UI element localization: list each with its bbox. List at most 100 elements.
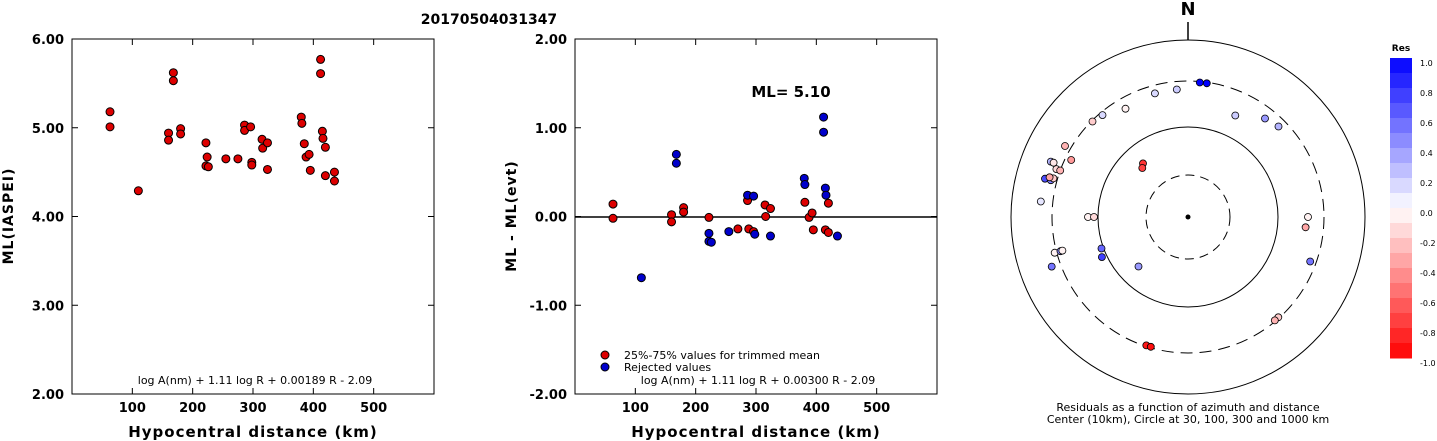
data-point [168, 68, 178, 78]
colorbar-cell [1390, 268, 1412, 284]
colorbar-label: 0.2 [1420, 179, 1433, 188]
residual-point [1056, 166, 1065, 175]
data-point [262, 138, 272, 148]
rejected-point [706, 237, 716, 247]
middle-y-axis-label: ML - ML(evt) [504, 160, 520, 271]
legend-label-rejected: Rejected values [624, 361, 711, 374]
data-point [299, 139, 309, 149]
middle-points [608, 112, 842, 283]
accepted-point [823, 227, 833, 237]
rejected-point [800, 180, 810, 190]
left-x-axis-label: Hypocentral distance (km) [128, 423, 378, 441]
colorbar-cell [1390, 328, 1412, 344]
rejected-point [765, 231, 775, 241]
data-point [105, 107, 115, 117]
residual-point [1088, 117, 1097, 126]
colorbar: Res 1.0 0.8 0.6 0.4 0.2 0.0 -0.2 -0.4 -0.6 -0.8 -1… [1390, 44, 1436, 368]
colorbar-cell [1390, 58, 1412, 74]
north-label: N [1180, 0, 1195, 20]
rejected-point [819, 112, 829, 122]
colorbar-label: 0.4 [1420, 149, 1433, 158]
colorbar-cell [1390, 313, 1412, 329]
residual-point [1138, 164, 1147, 172]
x-tick-label: 300 [239, 401, 266, 416]
residual-point [1098, 253, 1106, 262]
ring-1000km [1010, 39, 1366, 395]
colorbar-cells [1390, 58, 1412, 359]
colorbar-label: -0.4 [1420, 269, 1436, 278]
colorbar-labels: 1.0 0.8 0.6 0.4 0.2 0.0 -0.2 -0.4 -0.6 -0.8 -1.0 [1420, 59, 1436, 368]
left-formula: log A(nm) + 1.11 log R + 0.00189 R - 2.0… [138, 374, 372, 387]
residual-point [1261, 114, 1269, 123]
middle-x-ticks: 100 200 300 400 500 [622, 39, 890, 416]
x-tick-label: 300 [742, 401, 769, 416]
x-tick-label: 200 [179, 401, 206, 416]
data-point [320, 171, 330, 181]
legend-label-accepted: 25%-75% values for trimmed mean [624, 349, 820, 362]
data-point [320, 142, 330, 152]
figure-title: 20170504031347 [421, 12, 557, 28]
data-point [246, 122, 256, 132]
accepted-point [823, 198, 833, 208]
colorbar-cell [1390, 163, 1412, 179]
rejected-point [750, 229, 760, 239]
y-tick-label: 2.00 [535, 33, 567, 48]
x-tick-label: 500 [360, 401, 387, 416]
rejected-point [671, 149, 681, 159]
colorbar-cell [1390, 73, 1412, 89]
left-points [105, 54, 339, 196]
data-point [233, 154, 243, 164]
residual-point [1049, 158, 1058, 167]
rejected-point [671, 158, 681, 168]
colorbar-label: 0.6 [1420, 119, 1433, 128]
accepted-point [733, 224, 743, 234]
rejected-point [636, 273, 646, 283]
colorbar-label: 1.0 [1420, 59, 1433, 68]
middle-plot: 100 200 300 400 500 -2.00 -1.00 0.00 1.00 2.00 M… [504, 33, 938, 441]
colorbar-cell [1390, 343, 1412, 359]
left-plot: 100 200 300 400 500 2.00 3.00 4.00 5.00 6.00 Hyp… [1, 33, 435, 441]
colorbar-cell [1390, 238, 1412, 254]
legend-marker-rejected [600, 362, 610, 372]
center-point [1185, 214, 1191, 220]
residual-point [1306, 257, 1315, 266]
left-plot-frame [71, 38, 435, 395]
data-point [164, 135, 174, 145]
y-tick-label: -1.00 [530, 299, 567, 314]
polar-points [1036, 78, 1315, 351]
residual-point [1134, 262, 1143, 271]
middle-formula: log A(nm) + 1.11 log R + 0.00300 R - 2.0… [641, 374, 875, 387]
colorbar-cell [1390, 253, 1412, 269]
y-tick-label: 2.00 [32, 388, 64, 403]
colorbar-cell [1390, 133, 1412, 149]
residual-point [1067, 156, 1076, 164]
colorbar-label: -1.0 [1420, 359, 1436, 368]
colorbar-cell [1390, 223, 1412, 239]
data-point [202, 152, 212, 162]
data-point [105, 122, 115, 132]
colorbar-title: Res [1392, 44, 1410, 54]
residual-point [1045, 173, 1054, 182]
colorbar-label: 0.0 [1420, 209, 1433, 218]
residual-point [1151, 89, 1159, 98]
colorbar-label: 0.8 [1420, 89, 1433, 98]
data-point [316, 54, 326, 64]
data-point [316, 69, 326, 79]
residual-point [1172, 85, 1181, 94]
colorbar-cell [1390, 103, 1412, 119]
data-point [305, 165, 315, 175]
middle-ml-annotation: ML= 5.10 [751, 83, 830, 101]
y-tick-label: 0.00 [535, 211, 567, 226]
residual-point [1231, 111, 1240, 120]
rejected-point [749, 191, 759, 201]
x-tick-label: 400 [300, 401, 327, 416]
legend-marker-accepted [600, 350, 610, 360]
y-tick-label: 4.00 [32, 211, 64, 226]
colorbar-cell [1390, 88, 1412, 104]
ring-100km [1097, 126, 1279, 308]
residual-point [1036, 197, 1045, 206]
data-point [262, 164, 272, 174]
data-point [247, 160, 257, 170]
rejected-point [724, 227, 734, 237]
polar-caption-line2: Center (10km), Circle at 30, 100, 300 an… [1047, 413, 1329, 426]
